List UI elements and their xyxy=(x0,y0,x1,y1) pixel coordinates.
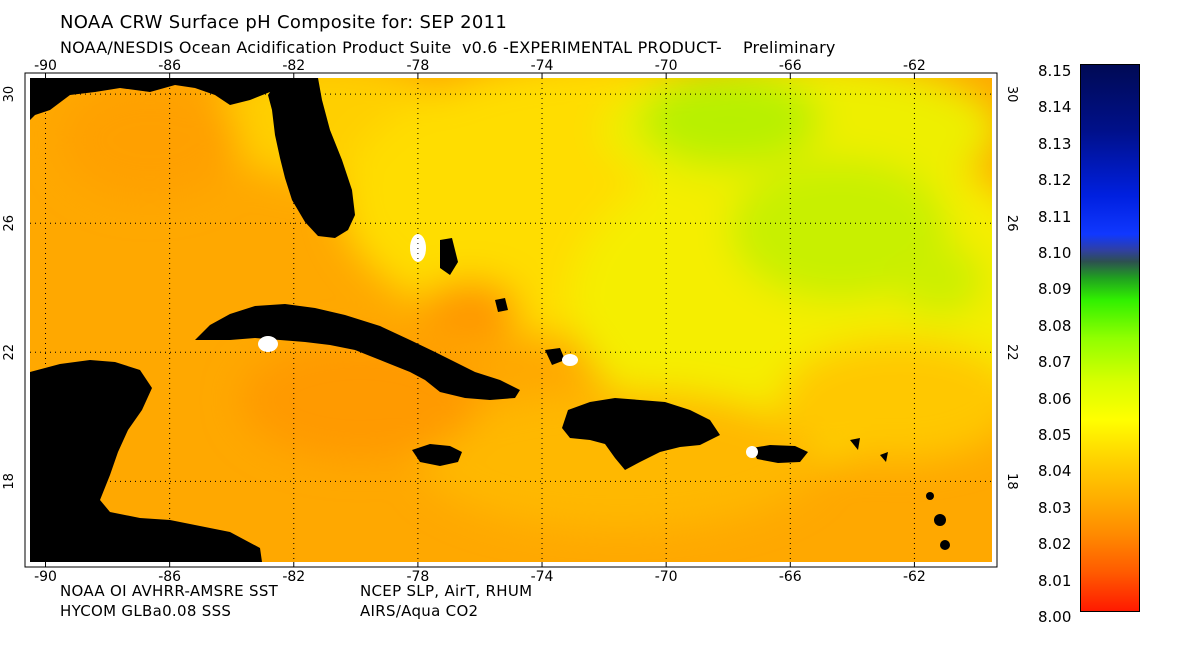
colorbar-label: 8.12 xyxy=(1038,171,1072,190)
lon-tick-label: -82 xyxy=(282,58,305,74)
ocean-field xyxy=(30,78,992,562)
lon-ticks-bottom: -90 -86 -82 -78 -74 -70 -66 -62 xyxy=(34,562,926,585)
colorbar-label: 8.00 xyxy=(1038,608,1072,626)
central-america xyxy=(30,360,262,562)
lat-ticks-left: 30 26 22 18 xyxy=(2,86,17,490)
colorbar-label: 8.09 xyxy=(1038,280,1072,299)
colorbar-label: 8.08 xyxy=(1038,316,1072,335)
puerto-rico-island xyxy=(752,445,808,463)
lat-tick-label: 26 xyxy=(1004,215,1019,232)
lon-tick-label: -74 xyxy=(531,569,554,585)
lat-tick-label: 18 xyxy=(2,473,17,490)
colorbar-label: 8.10 xyxy=(1038,244,1072,262)
source-ncep: NCEP SLP, AirT, RHUM xyxy=(360,582,533,600)
cuba-island xyxy=(195,304,520,400)
lon-tick-label: -90 xyxy=(34,569,57,585)
lon-tick-label: -74 xyxy=(531,58,554,74)
ph-colorbar xyxy=(1080,64,1140,612)
graticule xyxy=(30,78,992,562)
us-gulf-coast xyxy=(30,78,300,120)
lat-tick-label: 18 xyxy=(1004,473,1019,490)
colorbar-label: 8.06 xyxy=(1038,389,1072,408)
lon-tick-label: -78 xyxy=(406,569,429,585)
lat-tick-label: 30 xyxy=(1004,86,1019,103)
lat-tick-label: 26 xyxy=(2,215,17,232)
lat-ticks-right: 30 26 22 18 xyxy=(1004,86,1019,490)
lat-tick-label: 22 xyxy=(1004,344,1019,361)
lon-tick-label: -86 xyxy=(158,569,181,585)
lon-tick-label: -66 xyxy=(779,58,802,74)
source-co2: AIRS/Aqua CO2 xyxy=(360,602,479,620)
colorbar-label: 8.07 xyxy=(1038,353,1072,372)
lon-tick-label: -70 xyxy=(655,569,678,585)
florida-peninsula xyxy=(268,78,355,238)
colorbar-label: 8.01 xyxy=(1038,571,1072,590)
lon-tick-label: -66 xyxy=(779,569,802,585)
colorbar-label: 8.15 xyxy=(1038,62,1072,80)
page-title: NOAA CRW Surface pH Composite for: SEP 2… xyxy=(60,12,508,33)
lon-tick-label: -82 xyxy=(282,569,305,585)
colorbar-label: 8.14 xyxy=(1038,98,1072,117)
colorbar-label: 8.03 xyxy=(1038,498,1072,517)
lon-tick-label: -70 xyxy=(655,58,678,74)
hispaniola-island xyxy=(562,398,720,470)
lon-tick-label: -78 xyxy=(406,58,429,74)
lat-tick-label: 22 xyxy=(2,344,17,361)
colorbar-label: 8.04 xyxy=(1038,462,1072,481)
lon-tick-label: -62 xyxy=(903,569,926,585)
ph-map: -90 -86 -82 -78 -74 -70 -66 -62 -90 -86 -82 -78 -74… xyxy=(2,58,1019,585)
colorbar-label: 8.11 xyxy=(1038,207,1072,226)
colorbar-label: 8.02 xyxy=(1038,535,1072,554)
lon-tick-label: -90 xyxy=(34,58,57,74)
source-sst: NOAA OI AVHRR-AMSRE SST xyxy=(60,582,279,600)
jamaica-island xyxy=(412,444,462,466)
colorbar-label: 8.13 xyxy=(1038,134,1072,153)
source-sss: HYCOM GLBa0.08 SSS xyxy=(60,602,232,620)
lon-tick-label: -86 xyxy=(158,58,181,74)
lon-tick-label: -62 xyxy=(903,58,926,74)
lon-ticks-top: -90 -86 -82 -78 -74 -70 -66 -62 xyxy=(34,58,926,78)
page-subtitle: NOAA/NESDIS Ocean Acidification Product … xyxy=(60,38,836,57)
colorbar-label: 8.05 xyxy=(1038,426,1072,444)
lat-tick-label: 30 xyxy=(2,86,17,103)
